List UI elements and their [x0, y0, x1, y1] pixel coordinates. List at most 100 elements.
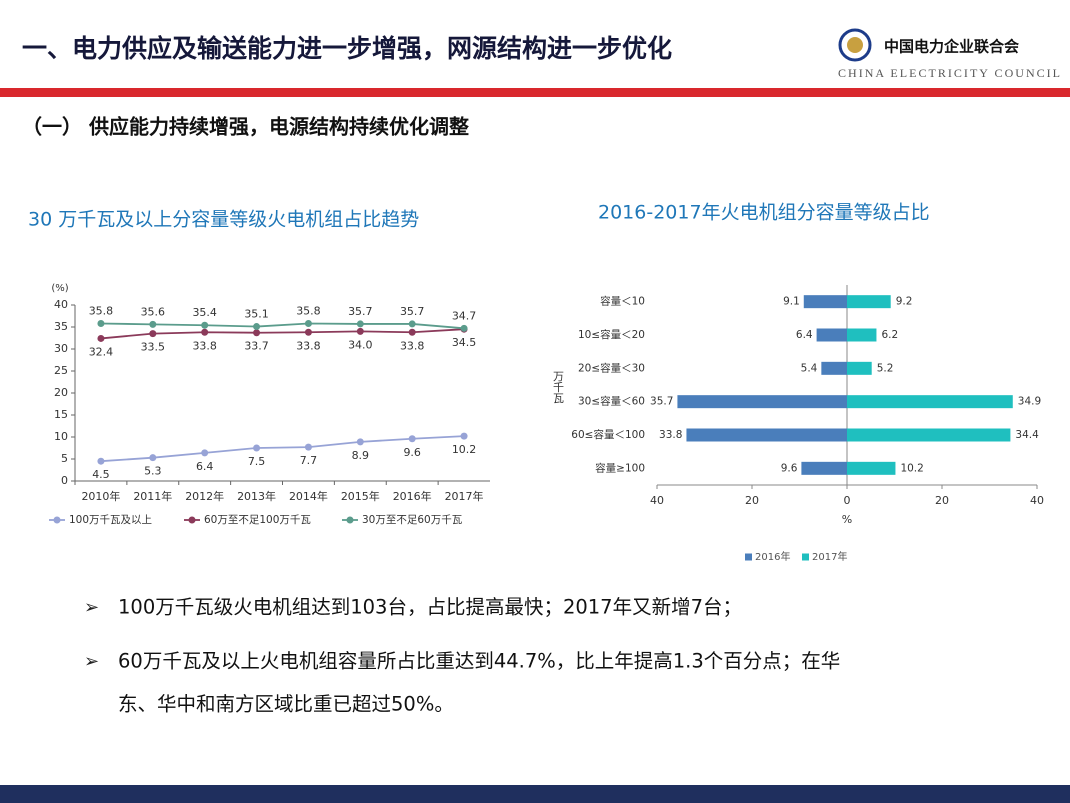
bar — [847, 428, 1011, 442]
bar — [816, 328, 847, 342]
data-label: 33.8 — [296, 339, 321, 352]
data-point — [253, 444, 261, 452]
legend-label: 2017年 — [812, 550, 847, 563]
category-label: 20≤容量＜30 — [578, 361, 645, 374]
data-point — [201, 449, 209, 457]
data-label: 35.7 — [348, 305, 373, 318]
data-label: 5.4 — [801, 362, 818, 374]
data-label: 10.2 — [900, 462, 923, 474]
data-point — [149, 320, 157, 328]
x-tick-label: 40 — [1030, 494, 1044, 507]
y-tick-label: 40 — [54, 298, 68, 311]
bar — [847, 395, 1013, 409]
category-label: 容量＜10 — [600, 295, 645, 308]
data-label: 5.3 — [144, 465, 162, 478]
bar — [803, 295, 847, 309]
footer-bar — [0, 785, 1070, 803]
data-label: 7.5 — [248, 455, 266, 468]
series-line — [100, 328, 465, 340]
x-tick-label: 2012年 — [185, 489, 224, 503]
bullet-icon: ➢ — [84, 651, 99, 672]
logo-en: CHINA ELECTRICITY COUNCIL — [838, 66, 1060, 80]
data-point — [460, 324, 468, 332]
data-label: 33.8 — [400, 339, 425, 352]
data-label: 35.6 — [141, 305, 166, 318]
data-point — [253, 329, 261, 337]
data-point — [149, 330, 157, 338]
data-label: 33.8 — [659, 429, 682, 441]
legend-swatch — [802, 553, 809, 561]
bullet-icon: ➢ — [84, 597, 99, 618]
slide-title: 一、电力供应及输送能力进一步增强，网源结构进一步优化 — [22, 34, 672, 63]
data-label: 33.7 — [244, 340, 269, 353]
x-tick-label: 40 — [650, 494, 664, 507]
data-label: 32.4 — [89, 345, 114, 358]
data-point — [408, 320, 416, 328]
data-label: 9.6 — [781, 462, 798, 474]
bullet-text: 60万千瓦及以上火电机组容量所占比重达到44.7%，比上年提高1.3个百分点；在… — [118, 650, 840, 673]
data-label: 8.9 — [352, 449, 370, 462]
data-label: 7.7 — [300, 454, 318, 467]
data-point — [304, 328, 312, 336]
data-label: 35.8 — [296, 304, 321, 317]
data-point — [356, 320, 364, 328]
bar — [677, 395, 847, 409]
chart-title: 30 万千瓦及以上分容量等级火电机组占比趋势 — [28, 209, 419, 231]
y-tick-label: 20 — [54, 386, 68, 399]
data-point — [460, 432, 468, 440]
x-tick-label: 2017年 — [445, 489, 484, 503]
x-tick-label: 2010年 — [81, 489, 120, 503]
legend-marker — [53, 516, 61, 524]
data-label: 35.8 — [89, 304, 114, 317]
data-point — [201, 328, 209, 336]
data-label: 9.6 — [403, 446, 421, 459]
data-label: 34.7 — [452, 309, 477, 322]
logo-mark-inner — [847, 37, 863, 53]
legend-marker — [346, 516, 354, 524]
x-axis-label: % — [842, 513, 852, 526]
data-label: 33.5 — [141, 341, 166, 354]
data-point — [149, 454, 157, 462]
data-label: 34.5 — [452, 336, 477, 349]
data-point — [408, 328, 416, 336]
y-tick-label: 5 — [61, 452, 68, 465]
category-label: 10≤容量＜20 — [578, 328, 645, 341]
bar — [821, 361, 847, 375]
legend-label: 2016年 — [755, 550, 790, 563]
data-label: 35.7 — [400, 305, 425, 318]
series-line — [100, 322, 465, 330]
bar — [801, 461, 847, 475]
legend-marker — [188, 516, 196, 524]
x-tick-label: 2015年 — [341, 489, 380, 503]
legend-label: 30万至不足60万千瓦 — [362, 514, 463, 526]
y-tick-label: 30 — [54, 342, 68, 355]
data-point — [356, 438, 364, 446]
bar — [847, 328, 877, 342]
data-label: 34.9 — [1018, 396, 1041, 408]
y-tick-label: 15 — [54, 408, 68, 421]
logo-name: 中国电力企业联合会 — [884, 38, 1019, 56]
legend-label: 100万千瓦及以上 — [69, 514, 152, 526]
data-label: 9.2 — [896, 296, 913, 308]
x-tick-label: 2014年 — [289, 489, 328, 503]
y-tick-label: 25 — [54, 364, 68, 377]
x-tick-label: 2011年 — [133, 489, 172, 503]
data-point — [253, 323, 261, 331]
x-tick-label: 0 — [844, 494, 851, 507]
y-tick-label: 10 — [54, 430, 68, 443]
y-tick-label: 35 — [54, 320, 68, 333]
data-label: 33.8 — [192, 339, 217, 352]
bar — [847, 295, 891, 309]
category-label: 30≤容量＜60 — [578, 395, 645, 408]
bar — [686, 428, 847, 442]
legend-swatch — [745, 553, 752, 561]
data-point — [97, 457, 105, 465]
x-tick-label: 20 — [935, 494, 949, 507]
data-point — [304, 319, 312, 327]
category-label: 容量≥100 — [595, 461, 645, 474]
section-subtitle: （一） 供应能力持续增强，电源结构持续优化调整 — [22, 115, 469, 139]
bullet-text: 东、华中和南方区域比重已超过50%。 — [118, 693, 454, 716]
x-tick-label: 2013年 — [237, 489, 276, 503]
series-line — [100, 435, 465, 463]
